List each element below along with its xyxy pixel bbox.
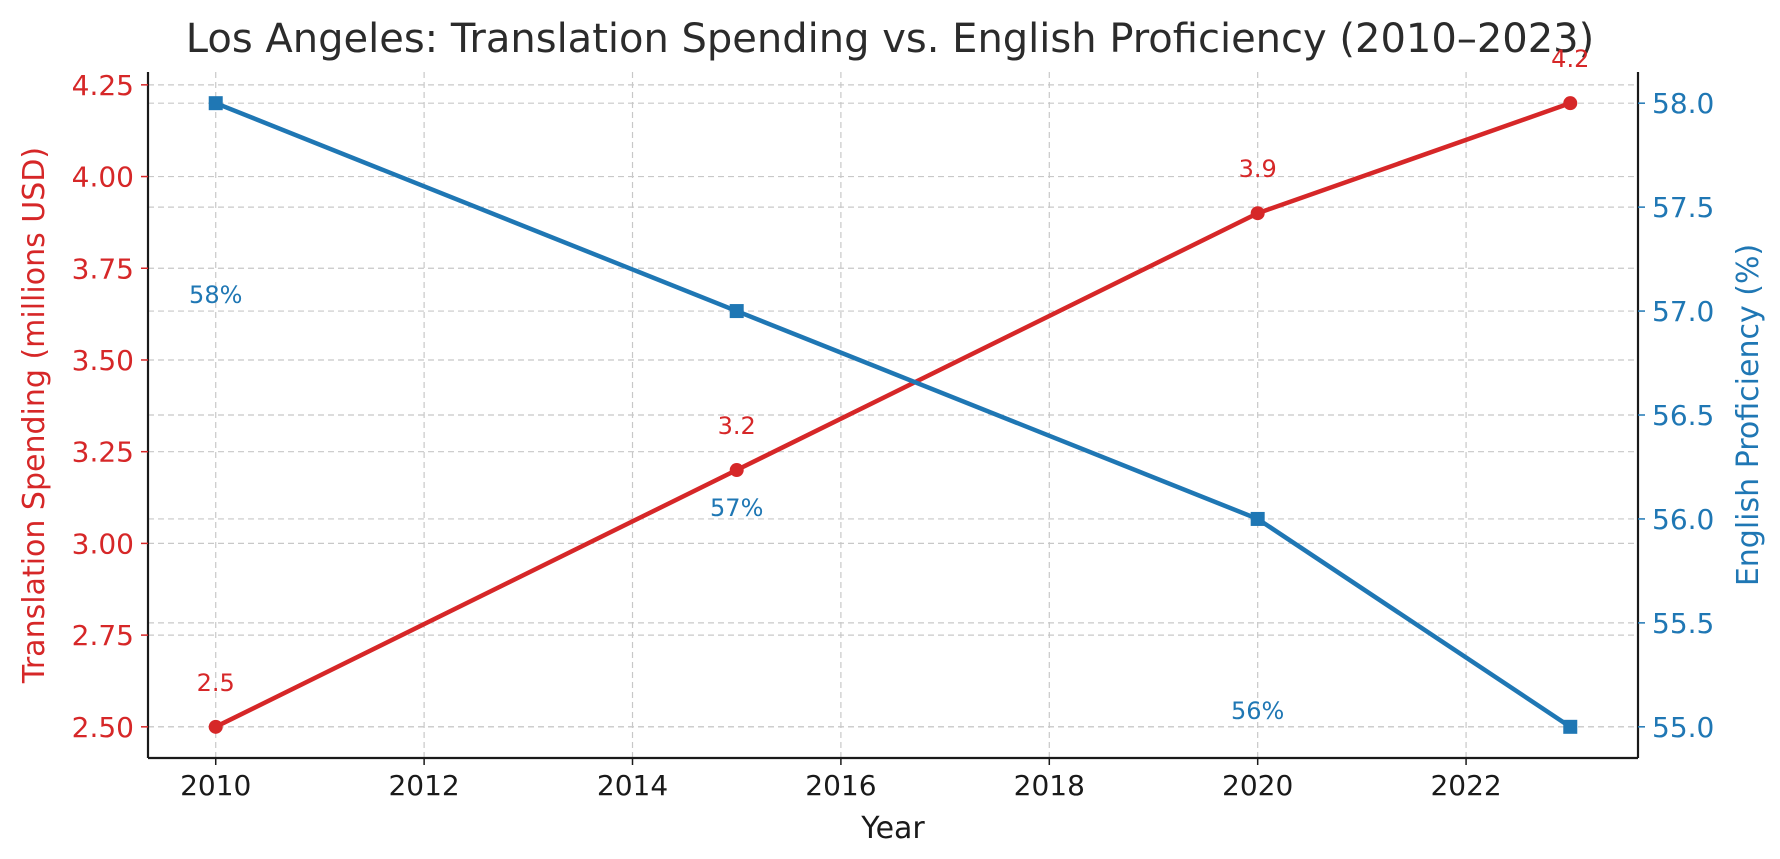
chart-title: Los Angeles: Translation Spending vs. En… <box>186 16 1594 62</box>
right-y-tick-label: 57.0 <box>1652 295 1714 328</box>
data-point-spending <box>1250 206 1265 221</box>
right-y-tick-label: 55.5 <box>1652 607 1714 640</box>
series-line-english-proficiency <box>214 101 1572 729</box>
data-label: 57% <box>710 494 763 522</box>
data-label: 3.2 <box>718 412 756 440</box>
data-point-proficiency <box>208 96 223 111</box>
x-tick-label: 2010 <box>180 769 251 802</box>
data-point-spending <box>1563 96 1578 111</box>
data-point-proficiency <box>1563 719 1578 734</box>
x-tick-label: 2020 <box>1222 769 1293 802</box>
left-y-tick-label: 4.25 <box>72 69 134 102</box>
left-y-tick-label: 2.50 <box>72 711 134 744</box>
data-point-proficiency <box>729 304 744 319</box>
x-tick-label: 2022 <box>1430 769 1501 802</box>
right-axis-label: English Proficiency (%) <box>1731 244 1766 586</box>
data-point-spending <box>729 463 744 478</box>
series <box>208 96 1578 734</box>
x-tick-label: 2018 <box>1014 769 1085 802</box>
grid <box>148 72 1638 758</box>
x-tick-label: 2014 <box>597 769 668 802</box>
left-y-tick-label: 2.75 <box>72 619 134 652</box>
data-point-spending <box>208 719 223 734</box>
left-y-tick-label: 3.75 <box>72 252 134 285</box>
right-y-tick-label: 58.0 <box>1652 87 1714 120</box>
left-y-tick-label: 3.00 <box>72 527 134 560</box>
right-y-tick-label: 55.0 <box>1652 711 1714 744</box>
series-line-translation-spending <box>214 101 1572 729</box>
left-y-tick-label: 3.50 <box>72 344 134 377</box>
data-label: 2.5 <box>197 669 235 697</box>
data-label: 58% <box>189 281 242 309</box>
x-tick-label: 2012 <box>388 769 459 802</box>
axes: 2010 2012 2014 2016 2018 2020 2022 2.50 2.75 3.00… <box>72 69 1715 802</box>
right-y-tick-label: 56.5 <box>1652 399 1714 432</box>
data-label: 56% <box>1231 697 1284 725</box>
x-tick-label: 2016 <box>805 769 876 802</box>
left-y-tick-label: 4.00 <box>72 161 134 194</box>
left-y-tick-label: 3.25 <box>72 436 134 469</box>
left-axis-label: Translation Spending (millions USD) <box>17 147 52 684</box>
right-y-tick-label: 57.5 <box>1652 191 1714 224</box>
data-point-proficiency <box>1250 511 1265 526</box>
data-label: 4.2 <box>1551 45 1589 73</box>
right-y-tick-label: 56.0 <box>1652 503 1714 536</box>
data-labels: 2.5 3.2 3.9 4.2 58% 57% 56% <box>189 45 1589 725</box>
x-axis-label: Year <box>860 811 925 846</box>
data-label: 3.9 <box>1239 155 1277 183</box>
